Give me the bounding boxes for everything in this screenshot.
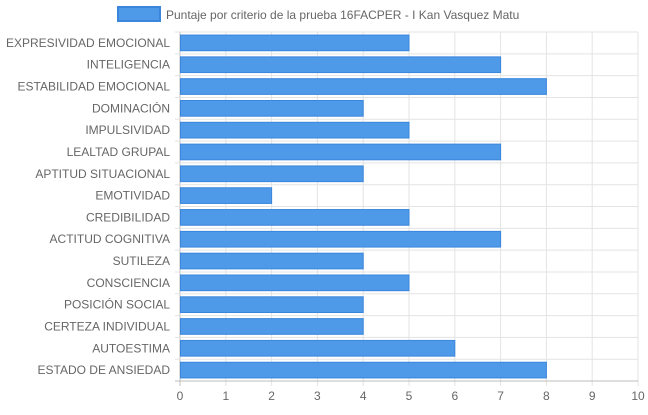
bars (180, 34, 547, 379)
bar[interactable] (180, 252, 364, 270)
y-tick-label: APTITUD SITUACIONAL (35, 167, 170, 181)
y-tick-label: ESTADO DE ANSIEDAD (38, 363, 171, 377)
bar[interactable] (180, 121, 410, 139)
bar[interactable] (180, 361, 547, 379)
x-tick-label: 9 (589, 389, 596, 403)
y-tick-label: CONSCIENCIA (87, 276, 170, 290)
legend-swatch (117, 6, 161, 22)
bar[interactable] (180, 56, 502, 74)
y-tick-label: LEALTAD GRUPAL (67, 145, 171, 159)
x-tick-label: 1 (222, 389, 229, 403)
x-tick-label: 8 (543, 389, 550, 403)
y-tick-label: CREDIBILIDAD (86, 210, 170, 224)
y-axis-labels: EXPRESIVIDAD EMOCIONAL INTELIGENCIA ESTABI… (6, 36, 170, 377)
x-tick-label: 2 (268, 389, 275, 403)
bar[interactable] (180, 34, 410, 52)
legend[interactable]: Puntaje por criterio de la prueba 16FACP… (117, 6, 519, 22)
x-tick-label: 7 (497, 389, 504, 403)
bar[interactable] (180, 230, 502, 248)
y-tick-label: INTELIGENCIA (87, 58, 170, 72)
bar[interactable] (180, 209, 410, 226)
y-tick-label: ACTITUD COGNITIVA (50, 232, 170, 246)
bar[interactable] (180, 274, 410, 292)
y-tick-label: DOMINACIÓN (92, 100, 170, 115)
y-tick-label: ESTABILIDAD EMOCIONAL (18, 80, 171, 94)
x-tick-label: 6 (451, 389, 458, 403)
bar[interactable] (180, 165, 364, 183)
x-tick-label: 10 (631, 389, 645, 403)
legend-label: Puntaje por criterio de la prueba 16FACP… (166, 8, 519, 22)
bar[interactable] (180, 339, 456, 357)
y-tick-label: SUTILEZA (113, 254, 170, 268)
x-tick-label: 4 (360, 389, 367, 403)
bar[interactable] (180, 296, 364, 314)
bar[interactable] (180, 318, 364, 335)
x-tick-label: 3 (314, 389, 321, 403)
y-tick-label: AUTOESTIMA (92, 341, 170, 355)
y-tick-label: IMPULSIVIDAD (85, 123, 170, 137)
bar[interactable] (180, 187, 273, 204)
y-tick-label: EMOTIVIDAD (95, 189, 170, 203)
bar[interactable] (180, 143, 502, 161)
y-tick-label: EXPRESIVIDAD EMOCIONAL (6, 36, 170, 50)
y-tick-label: POSICIÓN SOCIAL (64, 297, 170, 312)
x-tick-label: 5 (406, 389, 413, 403)
y-tick-label: CERTEZA INDIVIDUAL (44, 319, 170, 333)
bar[interactable] (180, 99, 364, 117)
bar[interactable] (180, 78, 547, 95)
x-tick-label: 0 (177, 389, 184, 403)
x-axis-labels: 0 1 2 3 4 5 6 7 8 9 10 (177, 389, 645, 403)
